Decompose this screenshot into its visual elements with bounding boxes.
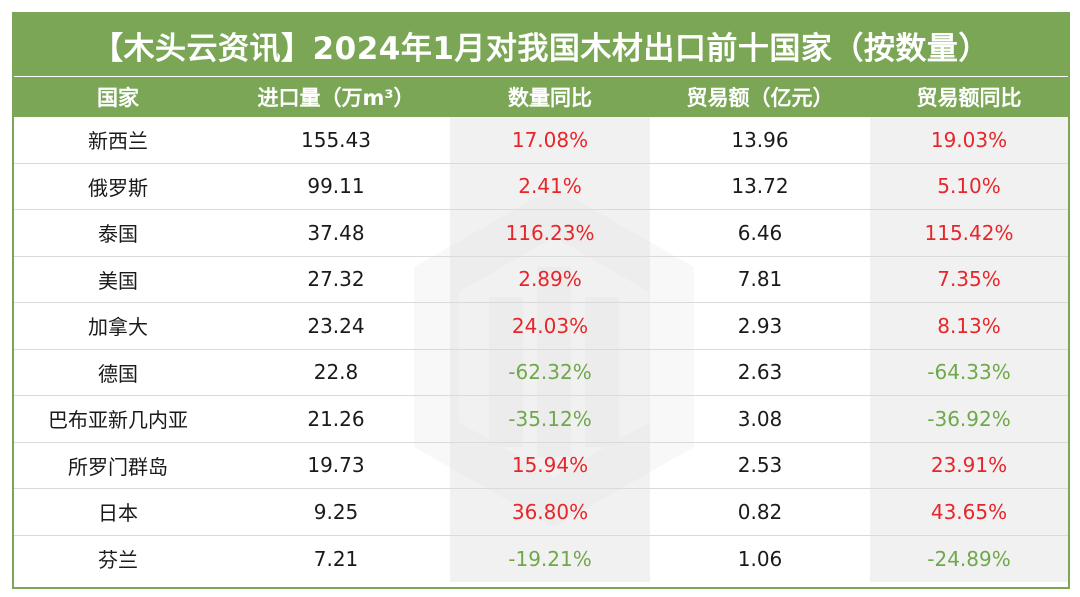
table-row: 德国 22.8 -62.32% 2.63 -64.33% xyxy=(14,349,1068,396)
cell-trade-yoy: 7.35% xyxy=(870,256,1068,302)
cell-volume-yoy: 116.23% xyxy=(450,210,650,256)
table-row: 泰国 37.48 116.23% 6.46 115.42% xyxy=(14,210,1068,257)
cell-volume-yoy: 17.08% xyxy=(450,117,650,163)
cell-trade-yoy: 23.91% xyxy=(870,442,1068,488)
cell-volume: 37.48 xyxy=(222,210,450,256)
cell-volume: 21.26 xyxy=(222,396,450,442)
table-row: 加拿大 23.24 24.03% 2.93 8.13% xyxy=(14,303,1068,350)
cell-volume: 9.25 xyxy=(222,489,450,535)
cell-trade: 2.53 xyxy=(650,442,870,488)
table-body: 新西兰 155.43 17.08% 13.96 19.03% 俄罗斯 99.11 2.41% 1… xyxy=(14,117,1068,587)
cell-volume-yoy: 15.94% xyxy=(450,442,650,488)
table-frame: 【木头云资讯】2024年1月对我国木材出口前十国家（按数量） 国家 进口量（万m… xyxy=(12,12,1070,589)
header-trade-yoy: 贸易额同比 xyxy=(916,86,1022,110)
cell-country: 巴布亚新几内亚 xyxy=(14,396,222,442)
cell-trade: 2.63 xyxy=(650,349,870,395)
cell-volume-yoy: -62.32% xyxy=(450,349,650,395)
cell-trade-yoy: -64.33% xyxy=(870,349,1068,395)
cell-volume: 19.73 xyxy=(222,442,450,488)
table-row: 新西兰 155.43 17.08% 13.96 19.03% xyxy=(14,117,1068,164)
header-trade: 贸易额（亿元） xyxy=(686,86,834,110)
cell-trade-yoy: -36.92% xyxy=(870,396,1068,442)
header-volume-yoy: 数量同比 xyxy=(508,86,592,110)
cell-country: 新西兰 xyxy=(14,117,222,163)
table-row: 美国 27.32 2.89% 7.81 7.35% xyxy=(14,256,1068,303)
cell-trade-yoy: -24.89% xyxy=(870,535,1068,582)
header-country: 国家 xyxy=(97,86,139,110)
cell-trade: 3.08 xyxy=(650,396,870,442)
cell-volume: 155.43 xyxy=(222,117,450,163)
table-row: 日本 9.25 36.80% 0.82 43.65% xyxy=(14,489,1068,536)
cell-country: 芬兰 xyxy=(14,535,222,582)
cell-country: 加拿大 xyxy=(14,303,222,349)
cell-volume-yoy: 2.89% xyxy=(450,256,650,302)
table-row: 所罗门群岛 19.73 15.94% 2.53 23.91% xyxy=(14,442,1068,489)
header-volume: 进口量（万m³） xyxy=(257,86,415,110)
cell-volume-yoy: 24.03% xyxy=(450,303,650,349)
cell-trade: 2.93 xyxy=(650,303,870,349)
cell-country: 泰国 xyxy=(14,210,222,256)
cell-country: 美国 xyxy=(14,256,222,302)
cell-trade-yoy: 8.13% xyxy=(870,303,1068,349)
cell-volume: 27.32 xyxy=(222,256,450,302)
cell-trade: 7.81 xyxy=(650,256,870,302)
cell-trade-yoy: 115.42% xyxy=(870,210,1068,256)
cell-volume-yoy: -35.12% xyxy=(450,396,650,442)
cell-trade: 6.46 xyxy=(650,210,870,256)
cell-country: 所罗门群岛 xyxy=(14,442,222,488)
table-row: 俄罗斯 99.11 2.41% 13.72 5.10% xyxy=(14,163,1068,210)
cell-trade: 13.96 xyxy=(650,117,870,163)
cell-volume: 99.11 xyxy=(222,163,450,209)
cell-volume-yoy: 36.80% xyxy=(450,489,650,535)
cell-volume: 7.21 xyxy=(222,535,450,582)
cell-country: 俄罗斯 xyxy=(14,163,222,209)
cell-volume-yoy: 2.41% xyxy=(450,163,650,209)
cell-country: 德国 xyxy=(14,349,222,395)
cell-volume: 22.8 xyxy=(222,349,450,395)
cell-country: 日本 xyxy=(14,489,222,535)
cell-trade: 1.06 xyxy=(650,535,870,582)
cell-volume-yoy: -19.21% xyxy=(450,535,650,582)
table-rows: 新西兰 155.43 17.08% 13.96 19.03% 俄罗斯 99.11 2.41% 1… xyxy=(14,117,1068,582)
cell-trade: 0.82 xyxy=(650,489,870,535)
table-header-row: 国家 进口量（万m³） 数量同比 贸易额（亿元） 贸易额同比 xyxy=(14,76,1068,117)
cell-trade-yoy: 5.10% xyxy=(870,163,1068,209)
cell-volume: 23.24 xyxy=(222,303,450,349)
table-title: 【木头云资讯】2024年1月对我国木材出口前十国家（按数量） xyxy=(14,14,1068,76)
cell-trade: 13.72 xyxy=(650,163,870,209)
table-row: 巴布亚新几内亚 21.26 -35.12% 3.08 -36.92% xyxy=(14,396,1068,443)
cell-trade-yoy: 43.65% xyxy=(870,489,1068,535)
table-row: 芬兰 7.21 -19.21% 1.06 -24.89% xyxy=(14,535,1068,582)
cell-trade-yoy: 19.03% xyxy=(870,117,1068,163)
